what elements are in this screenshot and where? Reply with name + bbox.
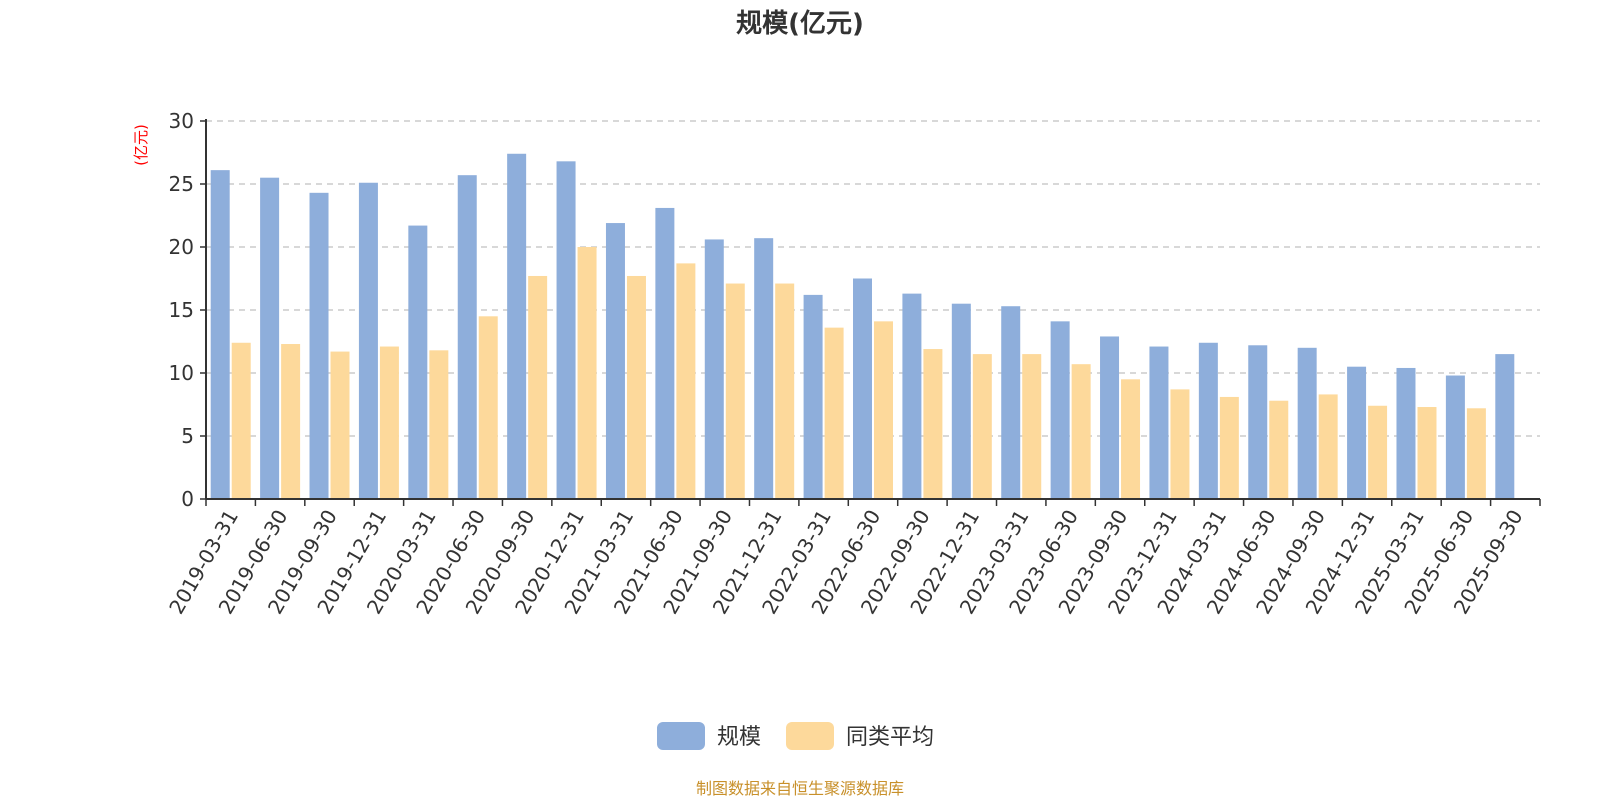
y-tick-label-30: 30	[169, 109, 194, 133]
legend-swatch-规模	[657, 722, 705, 750]
data-source-note: 制图数据来自恒生聚源数据库	[696, 779, 904, 798]
bar-同类平均-2024-03-31[interactable]	[1219, 396, 1239, 499]
grid-lines	[206, 120, 1540, 437]
bar-规模-2020-03-31[interactable]	[408, 225, 428, 499]
y-tick-label-10: 10	[169, 361, 194, 385]
bar-同类平均-2019-03-31[interactable]	[231, 342, 251, 499]
bar-规模-2024-06-30[interactable]	[1248, 345, 1268, 499]
bar-同类平均-2025-06-30[interactable]	[1466, 408, 1486, 499]
bar-同类平均-2021-03-31[interactable]	[626, 275, 646, 499]
bar-同类平均-2024-06-30[interactable]	[1269, 400, 1289, 499]
bar-规模-2021-09-30[interactable]	[704, 239, 724, 499]
bar-规模-2021-12-31[interactable]	[754, 238, 774, 499]
bar-规模-2019-12-31[interactable]	[358, 182, 378, 500]
bar-规模-2021-03-31[interactable]	[605, 223, 625, 499]
bar-规模-2023-09-30[interactable]	[1100, 336, 1120, 499]
chart-title: 规模(亿元)	[736, 9, 864, 39]
bar-规模-2025-06-30[interactable]	[1445, 375, 1465, 499]
bar-规模-2022-03-31[interactable]	[803, 294, 823, 499]
bar-同类平均-2023-06-30[interactable]	[1071, 364, 1091, 499]
legend-label-同类平均: 同类平均	[846, 725, 934, 750]
bar-规模-2024-03-31[interactable]	[1198, 342, 1218, 499]
bar-同类平均-2024-12-31[interactable]	[1368, 405, 1388, 499]
bar-规模-2023-12-31[interactable]	[1149, 346, 1169, 499]
bar-同类平均-2022-09-30[interactable]	[923, 349, 943, 499]
bar-同类平均-2022-03-31[interactable]	[824, 327, 844, 499]
axes	[205, 119, 1540, 500]
y-tick-label-20: 20	[169, 235, 194, 259]
bar-同类平均-2019-09-30[interactable]	[330, 351, 350, 499]
bar-规模-2019-06-30[interactable]	[260, 177, 280, 499]
bar-同类平均-2023-03-31[interactable]	[1022, 354, 1042, 499]
bar-同类平均-2019-06-30[interactable]	[281, 344, 301, 499]
bar-规模-2022-09-30[interactable]	[902, 293, 922, 499]
y-axis-unit-label: (亿元)	[132, 124, 150, 166]
bar-规模-2023-03-31[interactable]	[1001, 306, 1021, 499]
bar-同类平均-2019-12-31[interactable]	[379, 346, 399, 499]
legend-swatch-同类平均	[786, 722, 834, 750]
bar-规模-2023-06-30[interactable]	[1050, 321, 1070, 499]
x-axis-ticks: 2019-03-312019-06-302019-09-302019-12-31…	[164, 499, 1541, 618]
bar-规模-2020-06-30[interactable]	[457, 175, 477, 499]
bar-同类平均-2021-09-30[interactable]	[725, 283, 745, 499]
legend-item-规模[interactable]: 规模	[657, 722, 761, 750]
bar-同类平均-2022-06-30[interactable]	[874, 321, 893, 499]
bar-同类平均-2023-09-30[interactable]	[1121, 379, 1141, 499]
bar-同类平均-2020-03-31[interactable]	[429, 350, 449, 499]
bar-规模-2019-09-30[interactable]	[309, 192, 329, 499]
y-tick-label-5: 5	[181, 424, 194, 448]
bar-同类平均-2020-12-31[interactable]	[577, 247, 597, 499]
legend-item-同类平均[interactable]: 同类平均	[786, 722, 934, 750]
bar-同类平均-2020-09-30[interactable]	[528, 275, 548, 499]
bars	[210, 153, 1515, 500]
bar-同类平均-2021-06-30[interactable]	[676, 263, 696, 499]
bar-同类平均-2020-06-30[interactable]	[478, 316, 498, 499]
bar-规模-2020-09-30[interactable]	[507, 153, 527, 499]
bar-规模-2020-12-31[interactable]	[556, 161, 576, 499]
bar-同类平均-2021-12-31[interactable]	[775, 283, 795, 499]
bar-规模-2025-09-30[interactable]	[1495, 354, 1515, 499]
legend: 规模 同类平均	[657, 722, 934, 750]
bar-规模-2022-12-31[interactable]	[951, 303, 971, 499]
y-axis-ticks: 0 5 10 15 20 25 30	[169, 109, 206, 511]
bar-规模-2024-12-31[interactable]	[1347, 366, 1367, 499]
bar-同类平均-2023-12-31[interactable]	[1170, 389, 1190, 499]
bar-规模-2024-09-30[interactable]	[1297, 347, 1317, 499]
bar-同类平均-2024-09-30[interactable]	[1318, 394, 1338, 499]
bar-同类平均-2022-12-31[interactable]	[972, 354, 992, 499]
y-tick-label-0: 0	[181, 487, 194, 511]
y-tick-label-25: 25	[169, 172, 194, 196]
bar-规模-2019-03-31[interactable]	[210, 170, 230, 499]
legend-label-规模: 规模	[717, 725, 761, 750]
bar-规模-2025-03-31[interactable]	[1396, 367, 1416, 499]
bar-规模-2022-06-30[interactable]	[853, 278, 872, 500]
y-tick-label-15: 15	[169, 298, 194, 322]
bar-规模-2021-06-30[interactable]	[655, 207, 675, 499]
bar-同类平均-2025-03-31[interactable]	[1417, 407, 1437, 499]
